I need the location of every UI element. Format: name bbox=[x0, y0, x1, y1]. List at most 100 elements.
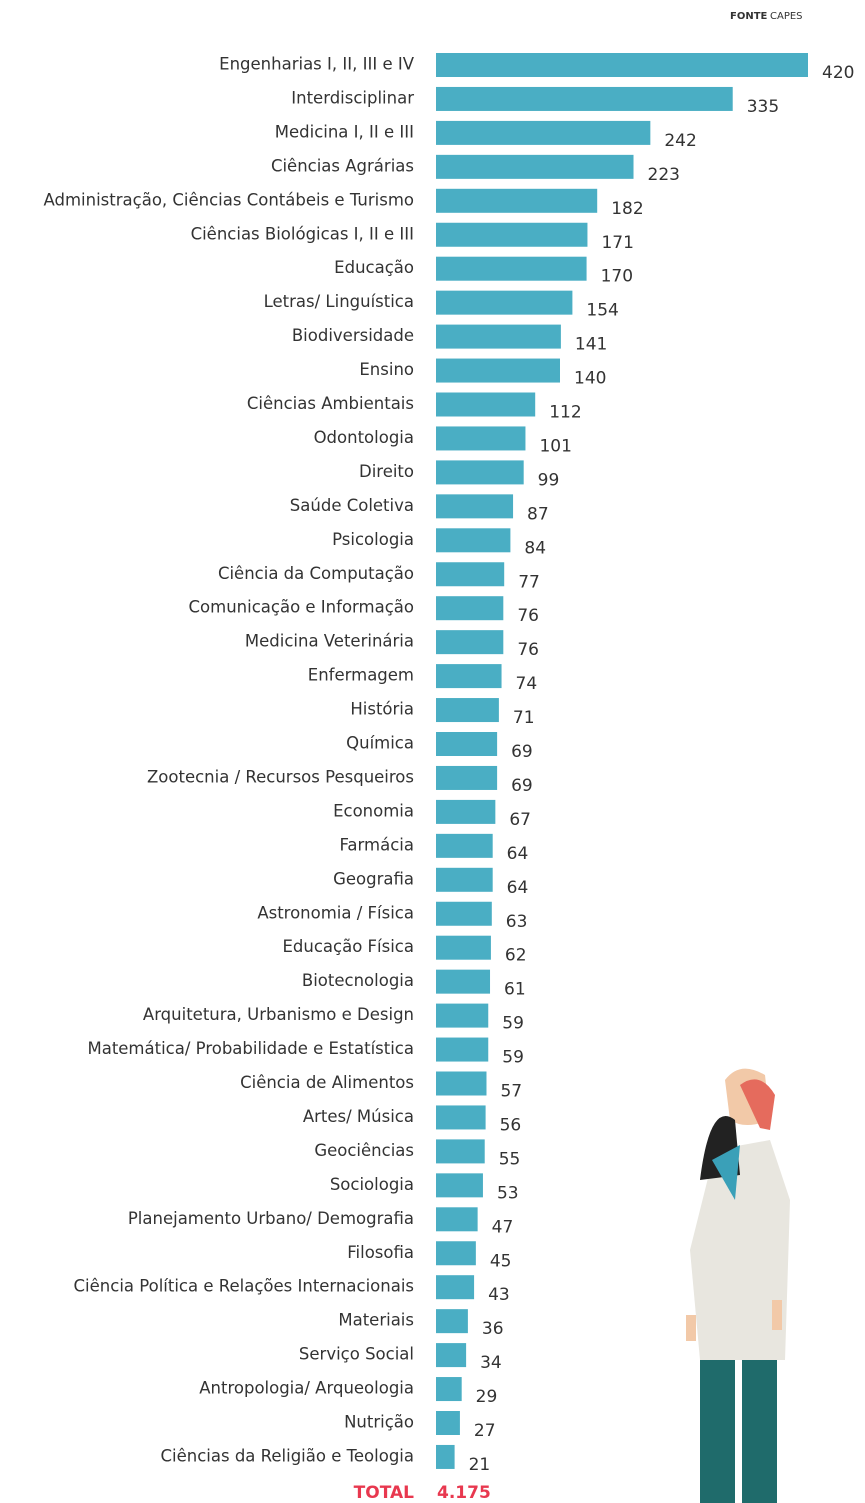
bar bbox=[436, 1445, 455, 1469]
source-label: FONTE bbox=[730, 11, 768, 22]
value-label: 74 bbox=[516, 674, 538, 694]
bar bbox=[436, 868, 493, 892]
category-label: Sociologia bbox=[330, 1175, 414, 1194]
category-label: Química bbox=[346, 734, 414, 753]
value-label: 56 bbox=[500, 1115, 522, 1135]
bar bbox=[436, 630, 503, 654]
value-label: 34 bbox=[480, 1353, 502, 1373]
category-label: Biodiversidade bbox=[292, 326, 414, 345]
category-label: Ciências Agrárias bbox=[271, 156, 414, 175]
value-label: 101 bbox=[539, 436, 571, 456]
value-label: 182 bbox=[611, 199, 643, 219]
category-label: Educação bbox=[334, 258, 414, 277]
category-label: Psicologia bbox=[332, 530, 414, 549]
category-label: Nutrição bbox=[344, 1413, 414, 1432]
bar bbox=[436, 1004, 488, 1028]
bar bbox=[436, 1072, 486, 1096]
value-label: 420 bbox=[822, 63, 854, 83]
value-label: 53 bbox=[497, 1183, 519, 1203]
bar bbox=[436, 1343, 466, 1367]
bar bbox=[436, 970, 490, 994]
category-label: Astronomia / Física bbox=[257, 903, 414, 922]
category-label: Interdisciplinar bbox=[291, 88, 414, 107]
value-label: 76 bbox=[517, 606, 539, 626]
bar bbox=[436, 1139, 485, 1163]
category-label: Saúde Coletiva bbox=[290, 496, 414, 515]
bar bbox=[436, 528, 510, 552]
category-label: Medicina I, II e III bbox=[275, 122, 414, 141]
bar bbox=[436, 53, 808, 77]
bar bbox=[436, 257, 587, 281]
value-label: 141 bbox=[575, 335, 607, 355]
value-label: 43 bbox=[488, 1285, 510, 1305]
category-label: Ciência da Computação bbox=[218, 564, 414, 583]
category-label: Medicina Veterinária bbox=[245, 632, 414, 651]
category-label: Economia bbox=[333, 801, 414, 820]
bar bbox=[436, 325, 561, 349]
bar bbox=[436, 393, 535, 417]
category-label: Artes/ Música bbox=[303, 1107, 414, 1126]
value-label: 27 bbox=[474, 1421, 496, 1441]
value-label: 67 bbox=[509, 810, 531, 830]
bar bbox=[436, 460, 524, 484]
value-label: 99 bbox=[538, 470, 560, 490]
total-label: TOTAL bbox=[354, 1483, 414, 1503]
bar bbox=[436, 596, 503, 620]
value-label: 71 bbox=[513, 708, 535, 728]
category-label: Antropologia/ Arqueologia bbox=[199, 1379, 414, 1398]
bar bbox=[436, 87, 733, 111]
bar bbox=[436, 1309, 468, 1333]
category-label: Ensino bbox=[359, 360, 414, 379]
category-label: Enfermagem bbox=[308, 666, 414, 685]
bar bbox=[436, 1411, 460, 1435]
value-label: 21 bbox=[469, 1455, 491, 1475]
bar bbox=[436, 223, 587, 247]
bar bbox=[436, 189, 597, 213]
bar bbox=[436, 1038, 488, 1062]
category-label: Filosofia bbox=[347, 1243, 414, 1262]
bar bbox=[436, 359, 560, 383]
category-label: Direito bbox=[359, 462, 414, 481]
category-label: Geociências bbox=[314, 1141, 414, 1160]
value-label: 69 bbox=[511, 742, 533, 762]
category-label: Materiais bbox=[338, 1311, 414, 1330]
value-label: 64 bbox=[507, 878, 529, 898]
bar bbox=[436, 291, 572, 315]
category-label: Odontologia bbox=[314, 428, 414, 447]
category-label: Biotecnologia bbox=[302, 971, 414, 990]
category-label: Planejamento Urbano/ Demografia bbox=[128, 1209, 414, 1228]
bar bbox=[436, 1241, 476, 1265]
value-label: 69 bbox=[511, 776, 533, 796]
value-label: 76 bbox=[517, 640, 539, 660]
value-label: 57 bbox=[500, 1082, 522, 1102]
value-label: 47 bbox=[492, 1217, 514, 1237]
category-label: Ciência Política e Relações Internaciona… bbox=[74, 1277, 414, 1296]
value-label: 61 bbox=[504, 980, 526, 1000]
value-label: 335 bbox=[747, 97, 779, 117]
category-label: Zootecnia / Recursos Pesqueiros bbox=[147, 767, 414, 786]
value-label: 154 bbox=[586, 301, 618, 321]
bar bbox=[436, 155, 634, 179]
bar bbox=[436, 664, 502, 688]
bar bbox=[436, 494, 513, 518]
value-label: 87 bbox=[527, 504, 549, 524]
value-label: 29 bbox=[476, 1387, 498, 1407]
category-label: Serviço Social bbox=[299, 1345, 414, 1364]
value-label: 140 bbox=[574, 369, 606, 389]
chart: FONTE CAPES TOTAL 4.175 Engenharias I, I… bbox=[0, 0, 865, 1503]
bar bbox=[436, 834, 493, 858]
value-label: 64 bbox=[507, 844, 529, 864]
value-label: 59 bbox=[502, 1048, 524, 1068]
bar bbox=[436, 936, 491, 960]
value-label: 63 bbox=[506, 912, 528, 932]
value-label: 171 bbox=[601, 233, 633, 253]
source: CAPES bbox=[770, 11, 803, 22]
bar bbox=[436, 426, 525, 450]
value-label: 84 bbox=[524, 538, 546, 558]
value-label: 242 bbox=[664, 131, 696, 151]
category-label: Administração, Ciências Contábeis e Turi… bbox=[44, 190, 415, 209]
page: {"chart_data":{"type":"barh","source_lab… bbox=[0, 0, 865, 1503]
category-label: Ciências Biológicas I, II e III bbox=[191, 224, 414, 243]
bar bbox=[436, 732, 497, 756]
category-label: Letras/ Linguística bbox=[264, 292, 414, 311]
